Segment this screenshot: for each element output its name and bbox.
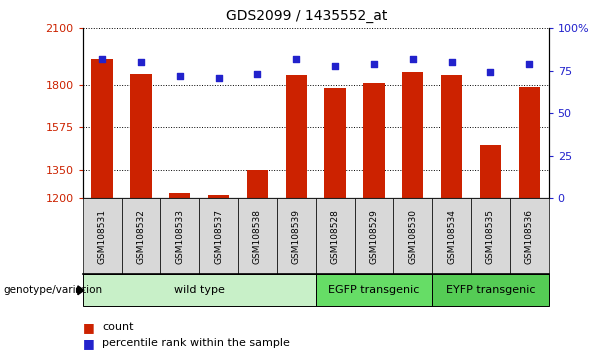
Text: GDS2099 / 1435552_at: GDS2099 / 1435552_at xyxy=(226,9,387,23)
Bar xyxy=(286,75,307,198)
Text: GSM108537: GSM108537 xyxy=(214,209,223,264)
Bar xyxy=(324,88,346,198)
Text: GSM108528: GSM108528 xyxy=(330,209,340,264)
Text: ■: ■ xyxy=(83,337,94,350)
Text: GSM108529: GSM108529 xyxy=(370,209,378,264)
Text: percentile rank within the sample: percentile rank within the sample xyxy=(102,338,290,348)
Point xyxy=(291,56,301,62)
Text: GSM108536: GSM108536 xyxy=(525,209,534,264)
Text: GSM108534: GSM108534 xyxy=(447,209,456,264)
Text: GSM108533: GSM108533 xyxy=(175,209,185,264)
Text: genotype/variation: genotype/variation xyxy=(3,285,102,295)
Text: GSM108531: GSM108531 xyxy=(97,209,107,264)
Point xyxy=(524,61,534,67)
Point xyxy=(97,56,107,62)
Point xyxy=(447,59,457,65)
Text: EGFP transgenic: EGFP transgenic xyxy=(328,285,420,295)
Point xyxy=(485,70,495,75)
Text: GSM108532: GSM108532 xyxy=(137,209,145,264)
Bar xyxy=(519,87,540,198)
Text: GSM108539: GSM108539 xyxy=(292,209,301,264)
Bar xyxy=(402,72,424,198)
Bar xyxy=(247,170,268,198)
Text: count: count xyxy=(102,322,134,332)
Bar xyxy=(208,195,229,198)
Text: ■: ■ xyxy=(83,321,94,334)
Text: GSM108535: GSM108535 xyxy=(486,209,495,264)
Bar xyxy=(441,75,462,198)
Point xyxy=(136,59,146,65)
Point xyxy=(175,73,185,79)
Bar xyxy=(91,58,113,198)
Text: wild type: wild type xyxy=(174,285,224,295)
Bar xyxy=(364,84,384,198)
Bar xyxy=(131,74,151,198)
Bar xyxy=(169,193,191,198)
Point xyxy=(253,72,262,77)
Point xyxy=(330,63,340,69)
Bar xyxy=(480,145,501,198)
Point xyxy=(369,61,379,67)
Point xyxy=(408,56,417,62)
Point xyxy=(214,75,224,80)
Text: EYFP transgenic: EYFP transgenic xyxy=(446,285,535,295)
Text: GSM108538: GSM108538 xyxy=(253,209,262,264)
Text: GSM108530: GSM108530 xyxy=(408,209,417,264)
